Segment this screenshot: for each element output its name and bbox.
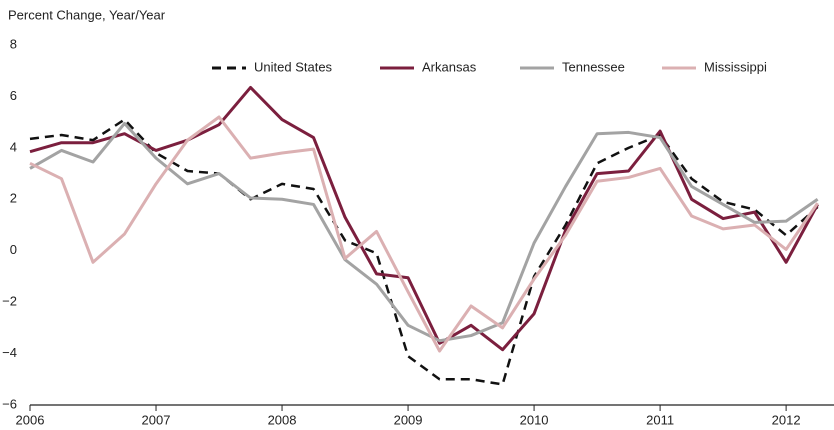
legend-label: Mississippi [704, 59, 767, 74]
series-line [29, 118, 819, 386]
x-tick-label: 2007 [142, 412, 171, 427]
y-tick-label: 6 [10, 88, 17, 103]
y-tick-label: 0 [10, 242, 17, 257]
y-tick-label: 8 [10, 36, 17, 51]
x-tick-label: 2011 [646, 412, 674, 427]
y-tick-label: 2 [10, 191, 17, 206]
y-axis-label: Percent Change, Year/Year [8, 7, 166, 22]
legend-label: United States [254, 59, 333, 74]
series-line [29, 85, 819, 352]
legend-label: Arkansas [422, 59, 477, 74]
series-line [29, 115, 819, 353]
y-tick-label: −6 [2, 396, 17, 411]
x-tick-label: 2009 [394, 412, 423, 427]
y-tick-label: −4 [2, 345, 17, 360]
x-tick-label: 2012 [772, 412, 801, 427]
series-line [29, 121, 819, 343]
x-tick-label: 2008 [268, 412, 297, 427]
x-tick-label: 2006 [16, 412, 45, 427]
legend-label: Tennessee [562, 59, 625, 74]
y-tick-label: 4 [10, 139, 17, 154]
x-tick-label: 2010 [520, 412, 549, 427]
y-tick-label: −2 [2, 294, 17, 309]
